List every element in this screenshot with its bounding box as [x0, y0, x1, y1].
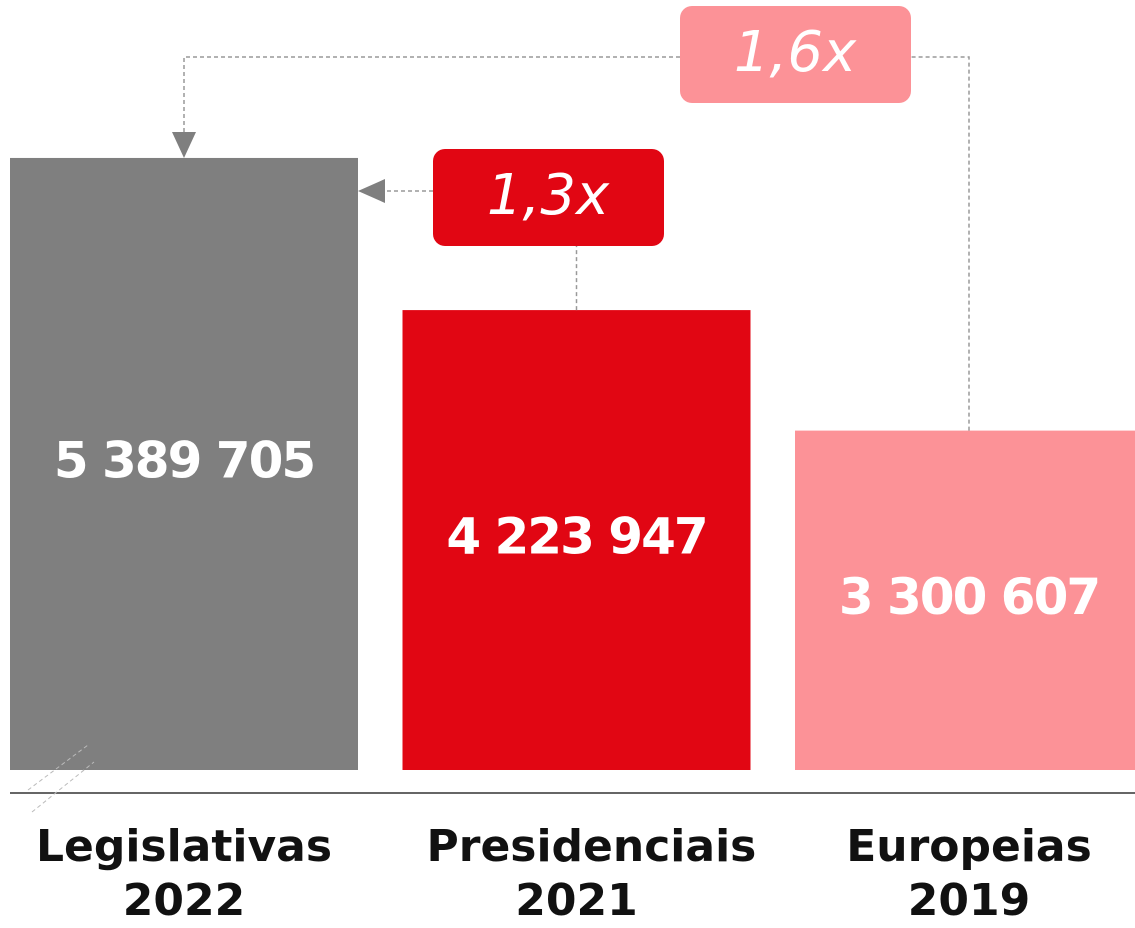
category-label: Europeias 2019 — [846, 821, 1092, 926]
annotation-text: 1,3x — [487, 163, 610, 228]
connector — [385, 190, 578, 311]
annotation-text: 1,6x — [734, 20, 857, 85]
bar — [402, 310, 751, 770]
arrow-head — [358, 179, 385, 203]
arrow-head — [172, 132, 196, 158]
bar — [795, 430, 1135, 770]
category-label: Presidenciais 2021 — [426, 821, 757, 926]
annotation-box — [433, 149, 664, 246]
bar — [10, 157, 358, 771]
annotation-box — [680, 6, 911, 103]
value-label: 3 300 607 — [839, 568, 1099, 626]
category-label: Legislativas 2022 — [35, 821, 333, 926]
value-label: 5 389 705 — [54, 431, 314, 489]
value-label: 4 223 947 — [446, 508, 706, 566]
axis-break — [31, 761, 95, 813]
axis-break — [27, 744, 89, 791]
connector — [183, 56, 970, 431]
